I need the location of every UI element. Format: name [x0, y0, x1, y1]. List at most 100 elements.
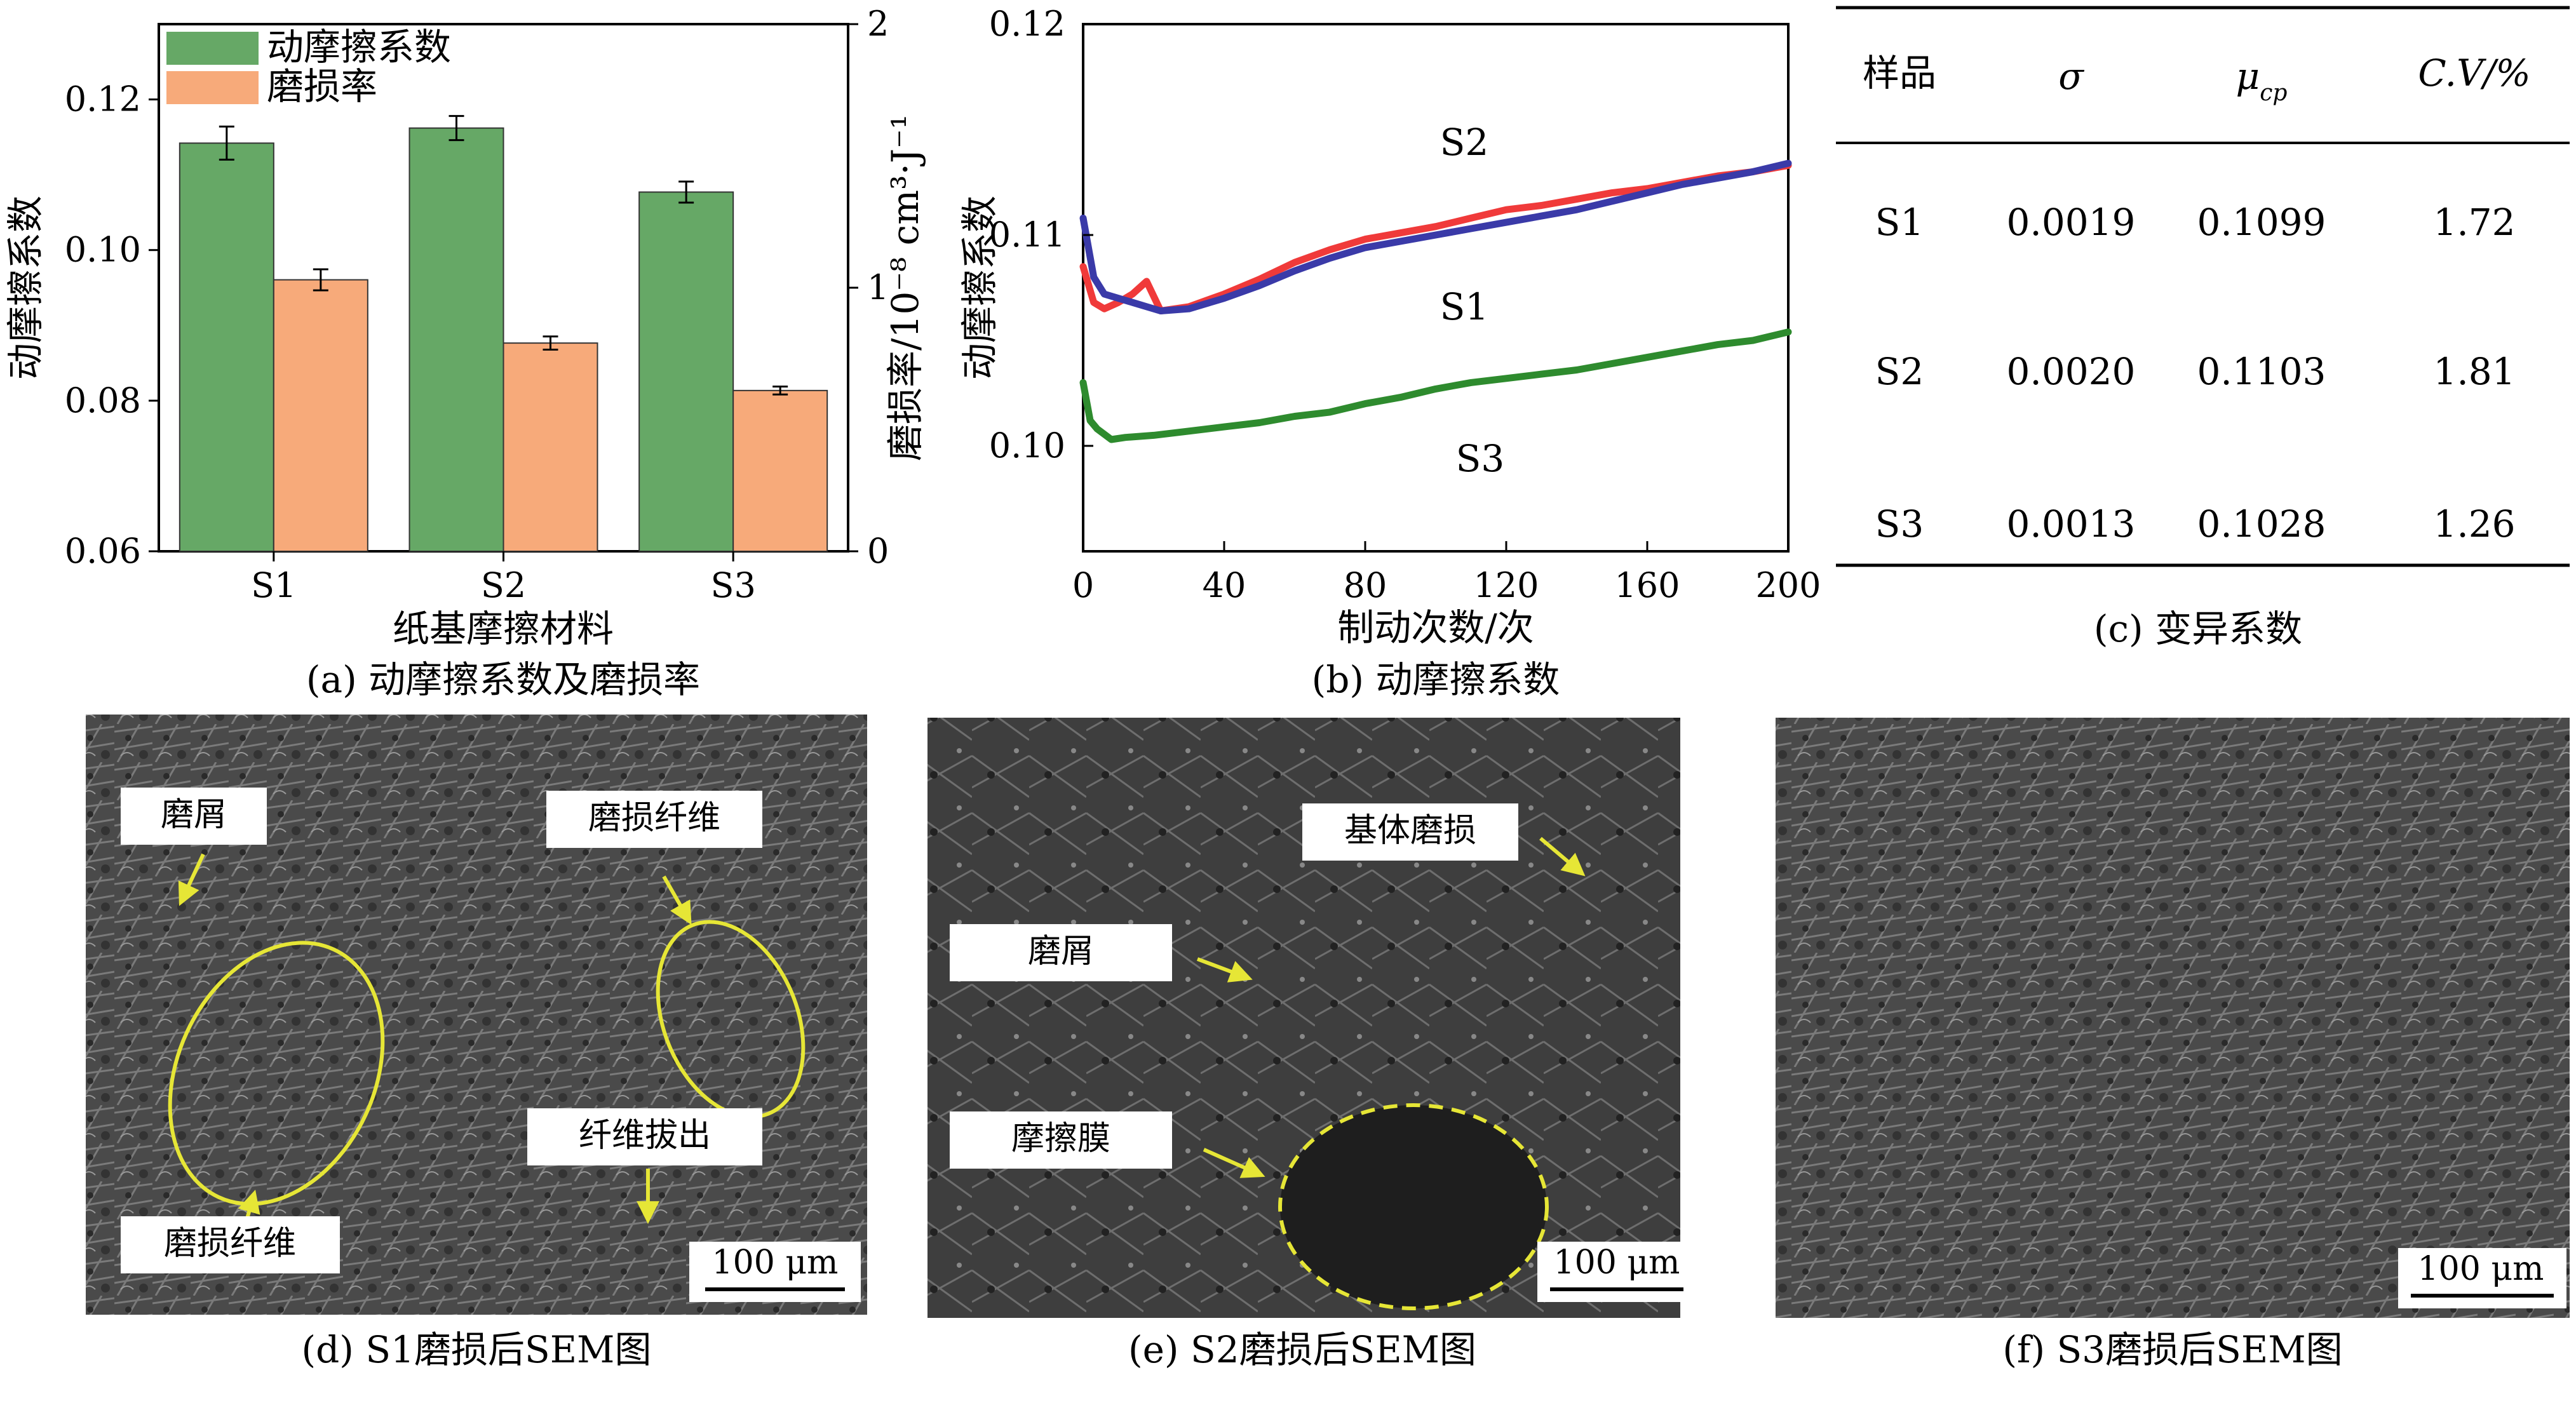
x-tick-label-160: 160: [1614, 565, 1680, 605]
x-tick-label-S2: S2: [481, 565, 526, 605]
panel-b-y-ticks: 0.10 0.11 0.12: [989, 4, 1093, 466]
sem-d-scalebar-label: 100 μm: [712, 1244, 839, 1282]
table-cell: 1.81: [2433, 350, 2515, 393]
table-header-sigma: σ: [2058, 55, 2084, 98]
table-cell: S2: [1875, 350, 1924, 393]
table-cell: 1.72: [2433, 201, 2515, 244]
legend-swatch-1: [166, 71, 259, 104]
panel-b-x-ticks: 0 40 80 120 160 200: [1072, 541, 1821, 605]
sem-d-marker-ellipse-1: [168, 941, 385, 1206]
table-header-mu-sub: cp: [2260, 80, 2287, 106]
panel-e-sem-image: 基体磨损 磨屑 摩擦膜 100 μm (e) S2磨损后SEM图: [927, 718, 1696, 1371]
table-cell: S1: [1875, 201, 1924, 244]
x-tick-label-40: 40: [1203, 565, 1246, 605]
sem-e-label-box-2: [950, 924, 1172, 981]
sem-e-scalebar-label: 100 μm: [1554, 1244, 1680, 1282]
panel-d-caption: (d) S1磨损后SEM图: [302, 1328, 652, 1371]
panel-a-xlabel: 纸基摩擦材料: [393, 607, 614, 650]
series-line-S1: [1079, 159, 1792, 314]
series-label-S1: S1: [1440, 285, 1489, 328]
table-cell: 0.1099: [2197, 201, 2326, 244]
sem-f-scalebar-box: [2398, 1248, 2566, 1308]
table-cell: 0.1103: [2197, 350, 2326, 393]
panel-b-line-chart: 0.10 0.11 0.12 0 40 80 120 160 200 S2 S1 S3 动摩擦系数…: [958, 4, 1821, 701]
panel-a-x-ticks: S1 S2 S3: [251, 551, 756, 605]
series-line-S2: [1079, 161, 1792, 314]
panel-a-error-bars: [219, 115, 788, 396]
y-tick-label: 0.06: [65, 531, 141, 571]
panel-d-sem-image: 磨屑 磨损纤维 纤维拔出 磨损纤维 100 μm (d) S1磨损后SEM图: [86, 715, 867, 1371]
sem-e-label-2: 磨屑: [1028, 932, 1094, 970]
bar-friction-S3: [638, 191, 734, 552]
sem-d-label-1: 磨屑: [161, 796, 227, 834]
sem-d-label-box-2: [546, 791, 762, 848]
series-label-S2: S2: [1440, 121, 1489, 164]
panel-a-left-ticks: 0.06 0.08 0.10 0.12: [65, 79, 159, 571]
panel-a-bars: [179, 127, 828, 553]
panel-b-ylabel: 动摩擦系数: [958, 196, 1001, 380]
panel-c-table: 样品 σ μcp C.V/% S1 0.0019 0.1099 1.72 S2 0.002…: [1836, 6, 2570, 650]
table-cell: 0.0019: [2007, 201, 2136, 244]
bar-wear-S3: [732, 389, 828, 552]
table-header-mu: μcp: [2236, 55, 2288, 106]
table-cell: 1.26: [2433, 502, 2515, 546]
series-line-S3: [1079, 328, 1792, 443]
table-header-cv: C.V/%: [2418, 51, 2530, 95]
sem-d-label-box-3: [527, 1108, 762, 1165]
y-tick-label: 0.12: [65, 79, 141, 119]
sem-e-arrow-1: [1539, 836, 1586, 876]
sem-e-film-region: [1278, 1103, 1549, 1310]
x-tick-label-80: 80: [1344, 565, 1387, 605]
bar-wear-S2: [502, 342, 598, 553]
sem-e-label-3: 摩擦膜: [1011, 1120, 1110, 1158]
sem-f-scalebar-label: 100 μm: [2418, 1250, 2544, 1288]
sem-e-arrow-2: [1196, 957, 1253, 983]
sem-e-label-box-3: [950, 1111, 1172, 1169]
sem-d-label-2: 磨损纤维: [588, 799, 720, 837]
sem-e-label-1: 基体磨损: [1344, 812, 1476, 850]
legend-label-1: 磨损率: [267, 65, 377, 108]
sem-d-label-3: 纤维拔出: [579, 1117, 711, 1155]
panel-b-caption: (b) 动摩擦系数: [1312, 658, 1560, 701]
y-tick-label: 0.11: [989, 215, 1065, 255]
panel-e-caption: (e) S2磨损后SEM图: [1128, 1328, 1476, 1371]
series-label-S3: S3: [1456, 437, 1505, 480]
panel-b-lines: [1079, 159, 1792, 443]
legend-label-0: 动摩擦系数: [267, 25, 451, 69]
sem-d-arrow-1: [178, 853, 205, 906]
x-tick-label-120: 120: [1473, 565, 1539, 605]
sem-d-arrow-2: [662, 875, 692, 925]
x-tick-label-S1: S1: [251, 565, 296, 605]
table-row: S3 0.0013 0.1028 1.26: [1875, 502, 2516, 546]
sem-e-arrow-3: [1203, 1148, 1265, 1178]
x-tick-label-S3: S3: [710, 565, 755, 605]
panel-f-caption: (f) S3磨损后SEM图: [2002, 1328, 2342, 1371]
bar-wear-S1: [273, 279, 368, 552]
table-cell: 0.0013: [2007, 502, 2136, 546]
legend-swatch-0: [166, 32, 259, 65]
sem-d-scalebar-box: [689, 1242, 861, 1302]
y-right-tick-label: 1: [867, 267, 889, 307]
table-row: S2 0.0020 0.1103 1.81: [1875, 350, 2516, 393]
sem-f-image: [1776, 718, 2570, 1318]
sem-d-label-4: 磨损纤维: [164, 1225, 296, 1263]
panel-c-caption: (c) 变异系数: [2094, 607, 2302, 650]
sem-e-label-box-1: [1302, 803, 1518, 861]
bar-friction-S2: [408, 127, 504, 552]
y-tick-label: 0.08: [65, 380, 141, 420]
table-cell: 0.0020: [2007, 350, 2136, 393]
table-cell: S3: [1875, 502, 1924, 546]
bar-friction-S1: [179, 142, 274, 553]
sem-d-label-box-4: [121, 1216, 340, 1273]
sem-d-label-box-1: [121, 788, 267, 845]
table-row: S1 0.0019 0.1099 1.72: [1875, 201, 2516, 244]
panel-b-plot-frame: [1082, 23, 1790, 553]
x-tick-label-200: 200: [1755, 565, 1821, 605]
table-body: S1 0.0019 0.1099 1.72 S2 0.0020 0.1103 1.81 S3 0.…: [1875, 201, 2516, 546]
sem-e-scalebar-box: [1537, 1242, 1696, 1302]
panel-a-right-ticks: 0 1 2: [848, 4, 889, 571]
panel-b-series-labels: S2 S1 S3: [1440, 121, 1505, 480]
y-tick-label: 0.12: [989, 4, 1065, 44]
